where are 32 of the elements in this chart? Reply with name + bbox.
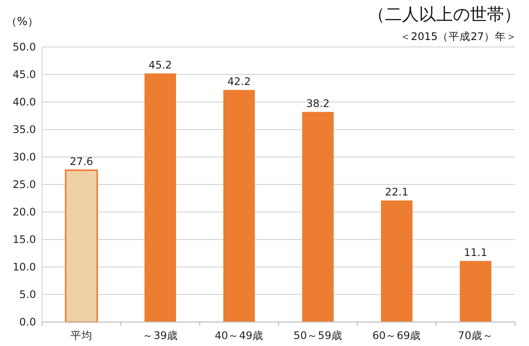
- y-tick-label: 40.0: [12, 96, 36, 109]
- bar: [380, 200, 413, 322]
- y-tick-label: 50.0: [12, 42, 36, 54]
- data-label: 45.2: [148, 59, 172, 72]
- y-tick-label: 35.0: [12, 124, 36, 136]
- data-label: 42.2: [227, 76, 251, 88]
- x-tick-label: 50～59歳: [294, 329, 342, 342]
- bar: [302, 112, 334, 322]
- chart-subtitle: ＜2015（平成27）年＞: [400, 30, 517, 43]
- chart-title: （二人以上の世帯）: [368, 5, 521, 25]
- y-tick-label: 0.0: [19, 316, 36, 329]
- bar: [460, 260, 492, 322]
- y-tick-label: 45.0: [12, 69, 36, 82]
- x-tick-label: 70歳～: [458, 329, 494, 342]
- data-label: 27.6: [70, 156, 94, 168]
- x-tick-label: 平均: [70, 330, 92, 342]
- data-label: 38.2: [306, 98, 330, 110]
- bar: [144, 73, 176, 322]
- bar: [64, 169, 98, 323]
- x-tick-label: 40～49歳: [214, 329, 264, 342]
- y-tick-label: 25.0: [12, 179, 36, 192]
- x-tick-label: ～39歳: [142, 329, 178, 342]
- data-label: 11.1: [464, 246, 488, 259]
- y-axis-title: （%）: [6, 15, 38, 28]
- data-label: 22.1: [385, 186, 408, 198]
- y-tick-label: 30.0: [12, 152, 36, 164]
- x-tick-label: 60～69歳: [372, 329, 422, 342]
- y-tick-label: 5.0: [19, 289, 36, 302]
- bar: [223, 90, 255, 322]
- y-tick-label: 20.0: [12, 206, 36, 219]
- y-tick-label: 10.0: [12, 262, 36, 274]
- y-tick-label: 15.0: [12, 234, 36, 246]
